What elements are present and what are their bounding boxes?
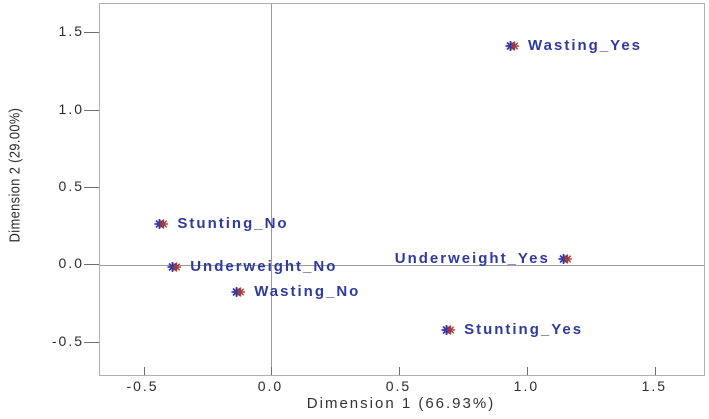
asterisk-marker-icon (505, 40, 519, 51)
y-axis-tick (84, 264, 99, 266)
point-label: Underweight_No (190, 257, 338, 275)
point-label: Stunting_No (177, 214, 289, 232)
point-label: Wasting_Yes (528, 36, 643, 54)
x-tick-label: 1.5 (641, 378, 668, 394)
asterisk-marker-icon (441, 325, 455, 336)
x-tick-label: 1.0 (513, 378, 540, 394)
data-point-marker (556, 252, 576, 266)
asterisk-marker-icon (154, 218, 169, 229)
y-axis-tick (84, 186, 99, 188)
x-tick-label: 0.5 (385, 378, 412, 394)
data-point-marker (503, 39, 523, 53)
asterisk-marker-icon (558, 254, 573, 265)
y-axis-tick (84, 109, 99, 111)
y-axis-tick (84, 32, 99, 34)
x-axis-tick (271, 367, 273, 375)
y-tick-label: -0.5 (51, 332, 84, 349)
x-tick-label: -0.5 (126, 378, 159, 394)
x-axis-tick (655, 367, 657, 375)
x-tick-label: 0.0 (257, 378, 284, 394)
point-label: Wasting_No (254, 282, 361, 300)
x-zero-reference-line (271, 4, 273, 375)
y-axis-tick (84, 341, 99, 343)
y-tick-label: 0.0 (58, 255, 84, 272)
asterisk-marker-icon (231, 286, 245, 297)
x-axis-tick (399, 367, 401, 375)
point-label: Stunting_Yes (464, 321, 584, 339)
x-axis-tick (527, 367, 529, 375)
data-point-marker (152, 217, 172, 231)
data-point-marker (439, 323, 459, 337)
data-point-marker (165, 260, 185, 274)
x-axis-title: Dimension 1 (66.93%) (306, 395, 496, 412)
data-point-marker (229, 285, 249, 299)
plot-area: Wasting_Yes Stunting_No Underweight_No Unde… (99, 3, 705, 376)
y-zero-reference-line (100, 265, 704, 267)
asterisk-marker-icon (167, 261, 181, 272)
x-axis-tick (143, 367, 145, 375)
point-label: Underweight_Yes (394, 250, 550, 268)
y-tick-label: 0.5 (58, 177, 84, 194)
y-tick-label: 1.0 (58, 100, 84, 117)
y-axis-title: Dimension 2 (29.00%) (6, 107, 24, 243)
y-tick-label: 1.5 (58, 23, 84, 40)
